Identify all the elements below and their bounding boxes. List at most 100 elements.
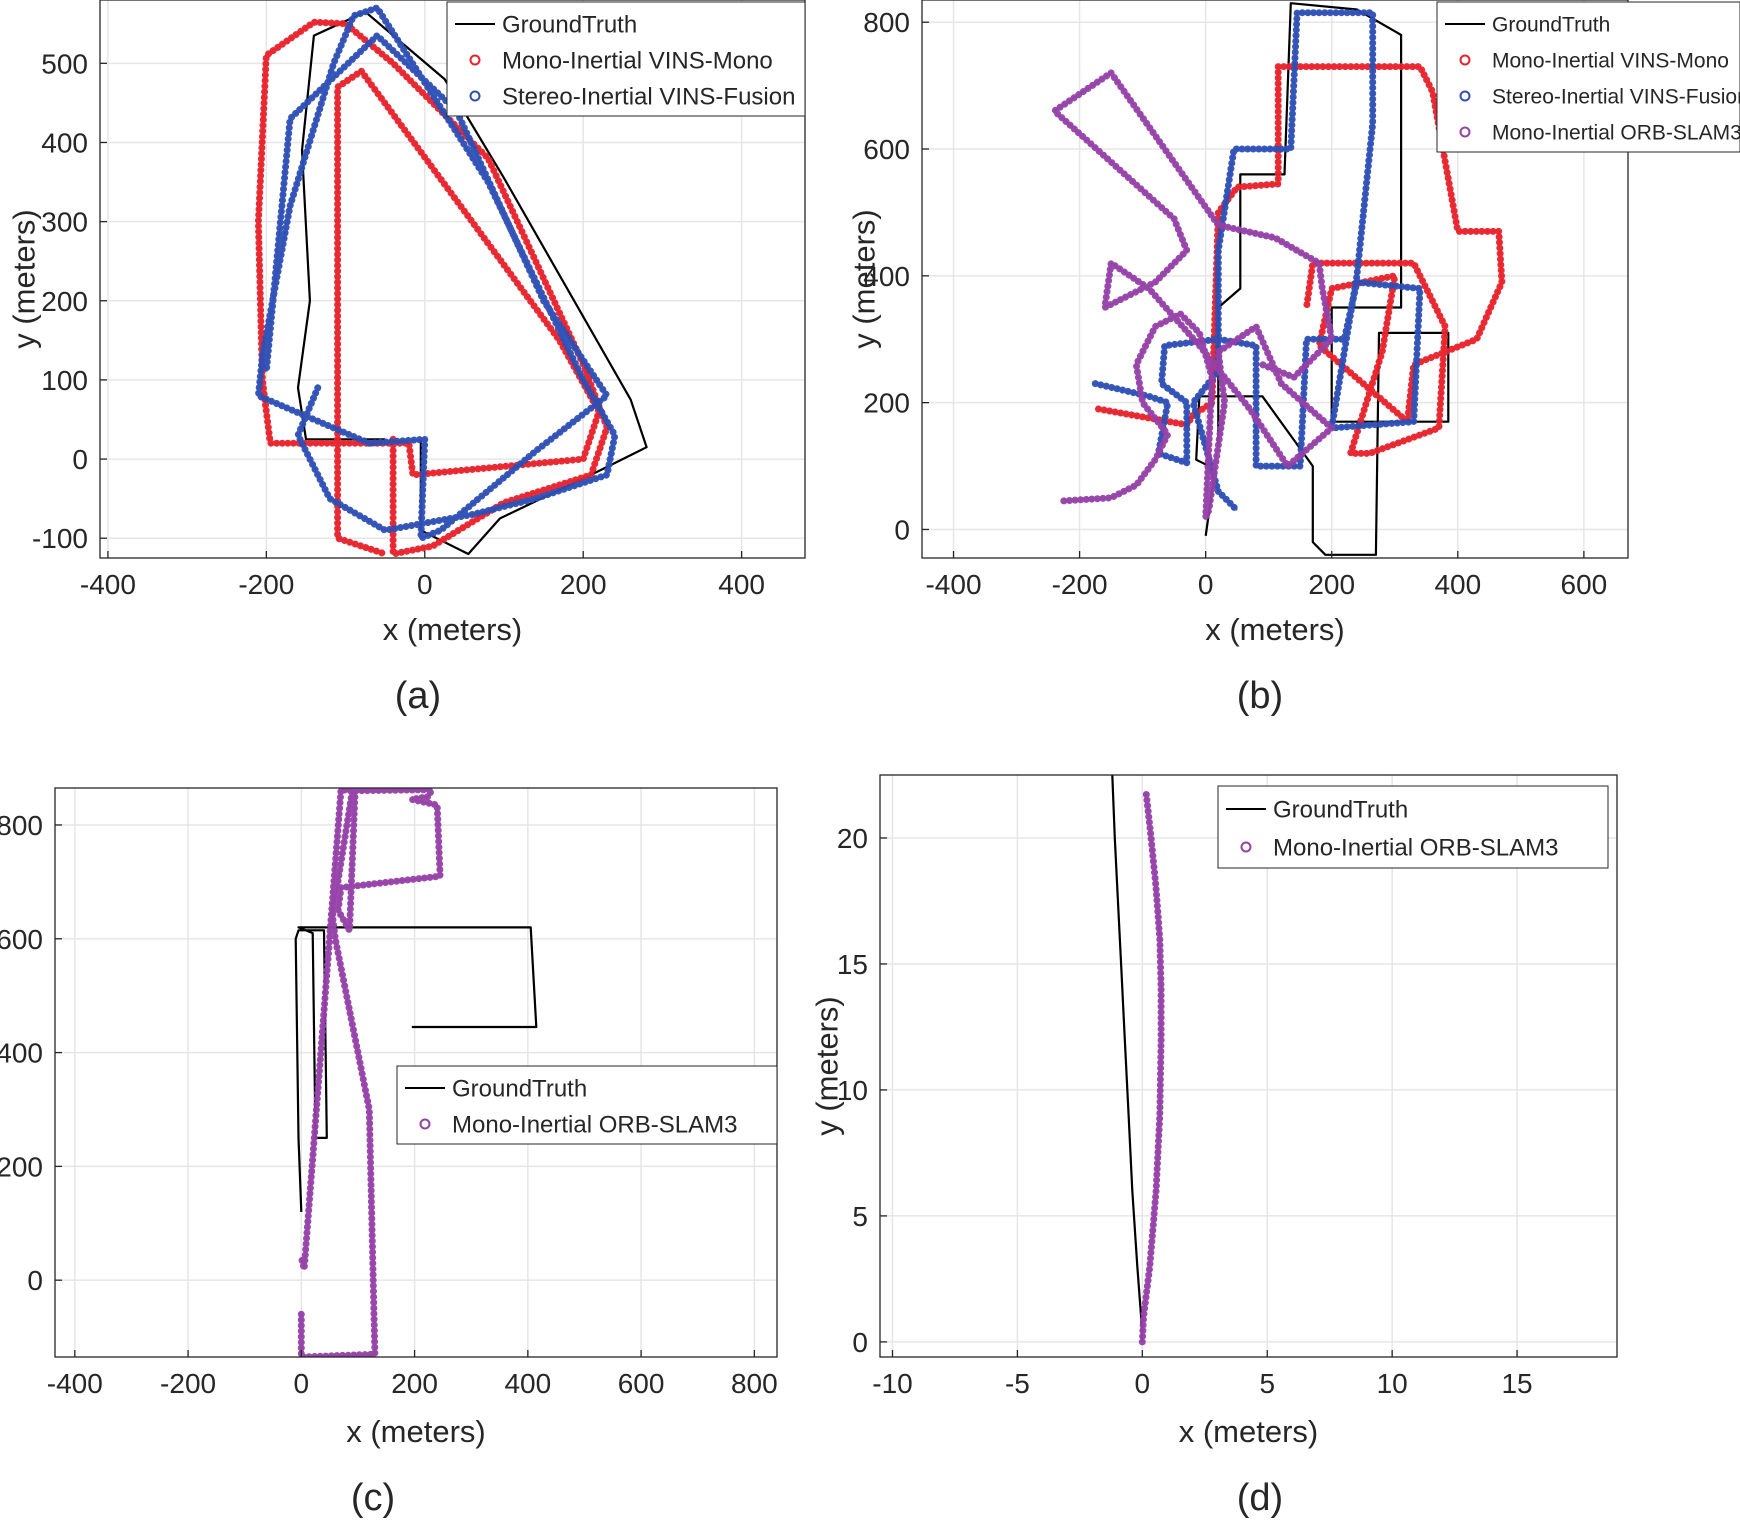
series-marker-trace: [257, 6, 616, 540]
y-tick-label: 200: [41, 286, 88, 317]
legend-entry-label: Mono-Inertial ORB-SLAM3: [452, 1112, 737, 1139]
series-marker-trace: [257, 21, 608, 555]
y-tick-label: 10: [837, 1075, 868, 1106]
panel-label-a: (a): [395, 675, 441, 717]
legend: GroundTruth Mono-Inertial VINS-Mono Stereo…: [446, 1, 806, 117]
y-tick-label: 300: [41, 207, 88, 238]
plot-area: [1111, 775, 1165, 1346]
axes-box: [921, 0, 1629, 559]
series-marker-trace: [300, 788, 442, 1357]
x-tick-label: 15: [1501, 1368, 1532, 1399]
y-tick-label: 0: [894, 514, 910, 545]
x-axis-label: x (meters): [383, 612, 523, 647]
x-axis-label: x (meters): [346, 1414, 486, 1449]
legend-entry-label: Mono-Inertial ORB-SLAM3: [1273, 835, 1558, 862]
y-tick-label: 600: [863, 134, 910, 165]
legend-box: [1436, 1, 1740, 153]
x-tick-label: 200: [391, 1368, 438, 1399]
y-axis-label: y (meters): [809, 996, 844, 1136]
y-tick-label: 20: [837, 823, 868, 854]
y-axis-label: y (meters): [846, 209, 881, 349]
y-tick-label: 400: [863, 261, 910, 292]
legend-entry-label: Stereo-Inertial VINS-Fusion: [1492, 86, 1740, 109]
legend-entry-label: Mono-Inertial VINS-Mono: [502, 48, 773, 75]
y-tick-label: 400: [41, 127, 88, 158]
legend-box: [1217, 785, 1609, 869]
x-tick-label: 0: [1135, 1368, 1151, 1399]
legend: GroundTruth Mono-Inertial VINS-Mono Stereo…: [1436, 1, 1740, 153]
plot-area: [1050, 2, 1506, 556]
series-marker-trace: [1095, 11, 1421, 512]
x-tick-label: -400: [925, 569, 981, 600]
legend-entry-label: GroundTruth: [452, 1076, 587, 1103]
x-tick-label: 0: [417, 569, 433, 600]
x-tick-label: 0: [294, 1368, 310, 1399]
x-axis-label: x (meters): [1179, 1414, 1319, 1449]
x-tick-label: -200: [160, 1368, 216, 1399]
x-tick-label: 10: [1377, 1368, 1408, 1399]
x-tick-label: -400: [80, 569, 136, 600]
legend-swatch-marker: [1240, 841, 1252, 853]
series-marker-trace: [1053, 71, 1333, 518]
x-tick-label: 200: [1308, 569, 1355, 600]
y-tick-label: 800: [0, 810, 43, 841]
legend-entry-label: GroundTruth: [502, 12, 637, 39]
x-tick-label: 400: [504, 1368, 551, 1399]
x-tick-label: 0: [1198, 569, 1214, 600]
legend-entry-label: GroundTruth: [1492, 14, 1610, 37]
x-tick-label: -400: [47, 1368, 103, 1399]
legend: GroundTruth Mono-Inertial ORB-SLAM3: [1217, 785, 1609, 869]
x-tick-label: -10: [872, 1368, 912, 1399]
x-tick-label: 400: [1434, 569, 1481, 600]
legend-entry-label: Stereo-Inertial VINS-Fusion: [502, 84, 795, 111]
legend-swatch-marker: [1459, 126, 1471, 138]
legend-swatch-marker: [419, 1118, 431, 1130]
series-line: [296, 10, 648, 556]
x-tick-label: -5: [1005, 1368, 1030, 1399]
panel-label-d: (d): [1237, 1477, 1283, 1519]
x-tick-label: 800: [731, 1368, 778, 1399]
y-tick-label: 100: [41, 365, 88, 396]
legend-swatch-marker: [469, 54, 481, 66]
series-marker-trace: [1141, 792, 1163, 1342]
plot-area: [294, 788, 538, 1357]
y-axis-label: y (meters): [6, 209, 41, 349]
y-tick-label: 400: [0, 1038, 43, 1069]
legend-swatch-marker: [1459, 90, 1471, 102]
series-line: [294, 926, 538, 1212]
y-tick-label: -100: [32, 523, 88, 554]
panel-d-trajectory-plot: -10 -5 0 5 10 15 0 5 10 15 20 x (meters) y (meters) G…: [809, 774, 1618, 1449]
series-markers: [1138, 789, 1165, 1346]
legend: GroundTruth Mono-Inertial ORB-SLAM3: [396, 1065, 778, 1145]
axes-box: [879, 774, 1618, 1358]
x-tick-label: -200: [1052, 569, 1108, 600]
x-tick-label: 5: [1259, 1368, 1275, 1399]
y-tick-label: 500: [41, 48, 88, 79]
y-tick-label: 0: [72, 444, 88, 475]
x-axis-label: x (meters): [1205, 612, 1345, 647]
x-tick-label: -200: [238, 569, 294, 600]
plot-area: [254, 4, 648, 558]
y-tick-label: 15: [837, 949, 868, 980]
x-tick-label: 400: [718, 569, 765, 600]
y-tick-label: 0: [852, 1327, 868, 1358]
legend-entry-label: Mono-Inertial ORB-SLAM3: [1492, 122, 1740, 145]
legend-swatch-marker: [469, 90, 481, 102]
legend-box: [396, 1065, 778, 1145]
y-tick-label: 200: [863, 388, 910, 419]
panel-a-trajectory-plot: -400 -200 0 200 400 -100 0 100 200 300 400 500 x (me…: [6, 0, 806, 647]
y-tick-label: 0: [27, 1265, 43, 1296]
x-tick-label: 600: [618, 1368, 665, 1399]
axes-box: [99, 0, 806, 559]
panel-label-c: (c): [351, 1477, 395, 1519]
legend-box: [446, 1, 806, 117]
y-tick-label: 600: [0, 924, 43, 955]
x-tick-label: 200: [560, 569, 607, 600]
panel-label-b: (b): [1237, 675, 1283, 717]
panel-b-trajectory-plot: -400 -200 0 200 400 600 0 200 400 600 800 x (meters…: [846, 0, 1740, 647]
legend-swatch-marker: [1459, 54, 1471, 66]
legend-entry-label: Mono-Inertial VINS-Mono: [1492, 50, 1729, 73]
y-tick-label: 5: [852, 1201, 868, 1232]
y-tick-label: 800: [863, 7, 910, 38]
